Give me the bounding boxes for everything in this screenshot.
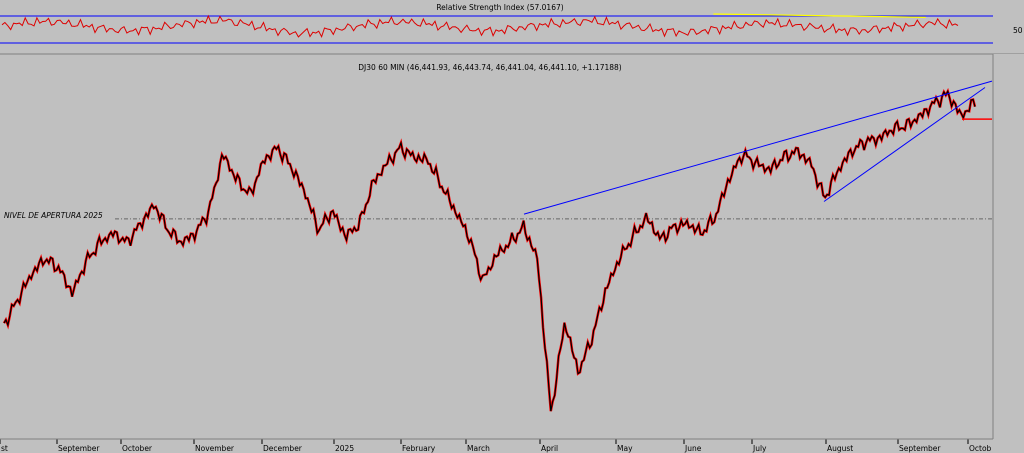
rsi-tick-label: 50 (1013, 26, 1023, 35)
x-tick-label: August (827, 444, 853, 453)
x-tick-label: Octob (969, 444, 992, 453)
rsi-line (1, 14, 959, 38)
price-line (3, 89, 976, 412)
x-tick-label: September (58, 444, 100, 453)
x-tick-label: June (684, 444, 702, 453)
x-tick-label: 2025 (335, 444, 354, 453)
upper-trendline (523, 80, 993, 215)
rsi-title: Relative Strength Index (57.0167) (436, 3, 563, 12)
x-tick-label: September (899, 444, 941, 453)
rsi-yellow-trendline (713, 13, 926, 18)
lower-trendline (823, 87, 986, 202)
x-tick-label: November (195, 444, 235, 453)
opening-level-label: NIVEL DE APERTURA 2025 (4, 211, 103, 220)
x-tick-label: April (541, 444, 558, 453)
x-axis: st September October November December 2025 Fe… (0, 439, 992, 453)
x-tick-label: February (402, 444, 436, 453)
x-tick-label: December (263, 444, 303, 453)
price-title: DJ30 60 MIN (46,441.93, 46,443.74, 46,44… (358, 63, 621, 72)
x-tick-label: July (752, 444, 767, 453)
x-tick-label: October (122, 444, 153, 453)
x-tick-label: st (1, 444, 8, 453)
x-tick-label: May (617, 444, 633, 453)
price-axis-strip (993, 54, 1024, 439)
rsi-panel: Relative Strength Index (57.0167) 50 (0, 3, 1023, 44)
x-tick-label: March (467, 444, 490, 453)
